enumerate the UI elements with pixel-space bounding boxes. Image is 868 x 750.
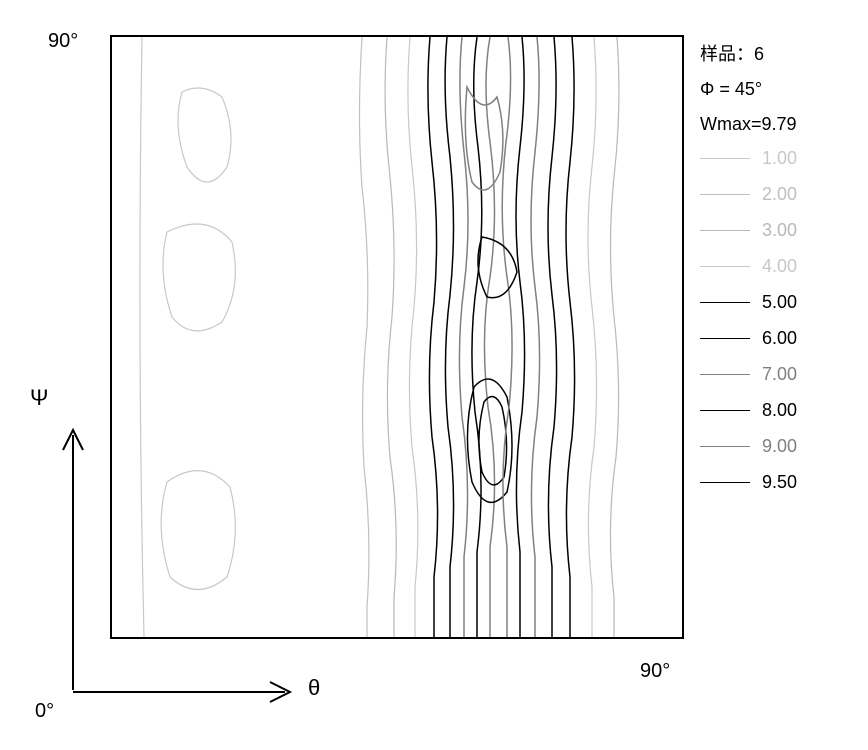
contour-plot-area (110, 35, 684, 639)
legend-value-label: 1.00 (762, 148, 797, 169)
chart-container: 90° 90° 样品：6 Φ = 45° Wmax=9.79 1.00 2.00 3… (20, 20, 868, 730)
contour-line (408, 37, 418, 637)
contour-line (385, 37, 396, 637)
legend-item: 2.00 (700, 180, 797, 208)
legend-wmax-value: 9.79 (762, 114, 797, 134)
origin-label: 0° (35, 700, 54, 723)
legend-value-label: 7.00 (762, 364, 797, 385)
contour-line (465, 87, 503, 190)
legend-line-swatch (700, 194, 750, 195)
legend-line-swatch (700, 482, 750, 484)
legend-line-swatch (700, 446, 750, 448)
legend-item: 6.00 (700, 324, 797, 352)
contour-line (459, 37, 468, 637)
legend-line-swatch (700, 158, 750, 159)
contour-svg (112, 37, 682, 637)
legend-item: 5.00 (700, 288, 797, 316)
contour-line (478, 237, 517, 298)
legend-line-swatch (700, 410, 750, 412)
legend-line-swatch (700, 230, 750, 231)
x-axis-arrow (55, 680, 315, 725)
legend-sample-value: 6 (754, 44, 764, 64)
contour-line (502, 37, 512, 637)
x-axis-max-label: 90° (640, 660, 670, 683)
contour-line (472, 37, 482, 637)
legend-item: 3.00 (700, 216, 797, 244)
legend-phi: Φ = 45° (700, 75, 797, 104)
legend-value-label: 3.00 (762, 220, 797, 241)
legend-item: 9.50 (700, 468, 797, 496)
legend-line-swatch (700, 302, 750, 304)
contour-line (163, 224, 235, 331)
legend-phi-label: Φ = (700, 79, 735, 99)
legend-value-label: 9.50 (762, 472, 797, 493)
y-axis-label: Ψ (30, 385, 48, 411)
legend-value-label: 8.00 (762, 400, 797, 421)
contour-line (178, 88, 231, 182)
legend-item: 1.00 (700, 144, 797, 172)
legend-item: 9.00 (700, 432, 797, 460)
legend-value-label: 9.00 (762, 436, 797, 457)
contour-line (610, 37, 618, 637)
contour-line (516, 37, 525, 637)
legend-panel: 样品：6 Φ = 45° Wmax=9.79 1.00 2.00 3.00 4.00 5… (700, 40, 797, 504)
contour-line (428, 37, 438, 637)
legend-item: 7.00 (700, 360, 797, 388)
x-axis-label: θ (308, 675, 320, 701)
contour-line (566, 37, 575, 637)
legend-items-list: 1.00 2.00 3.00 4.00 5.00 6.00 7.00 8.00 9.00 9.50 (700, 144, 797, 496)
contour-line (548, 37, 557, 637)
legend-sample-label: 样品： (700, 44, 754, 64)
legend-wmax-label: Wmax= (700, 114, 762, 134)
contour-line (161, 471, 235, 590)
legend-phi-value: 45° (735, 79, 762, 99)
legend-line-swatch (700, 338, 750, 340)
contour-line (588, 37, 597, 637)
legend-value-label: 4.00 (762, 256, 797, 277)
contour-line (140, 37, 144, 637)
legend-line-swatch (700, 374, 750, 376)
legend-sample: 样品：6 (700, 40, 797, 69)
contour-line (360, 37, 369, 637)
legend-line-swatch (700, 266, 750, 267)
contour-line (445, 37, 453, 637)
legend-value-label: 2.00 (762, 184, 797, 205)
legend-item: 8.00 (700, 396, 797, 424)
legend-item: 4.00 (700, 252, 797, 280)
contour-line (484, 37, 494, 637)
legend-value-label: 5.00 (762, 292, 797, 313)
y-axis-max-label: 90° (48, 30, 78, 53)
legend-value-label: 6.00 (762, 328, 797, 349)
y-axis-arrow (55, 420, 105, 705)
legend-wmax: Wmax=9.79 (700, 110, 797, 139)
contour-line (531, 37, 540, 637)
